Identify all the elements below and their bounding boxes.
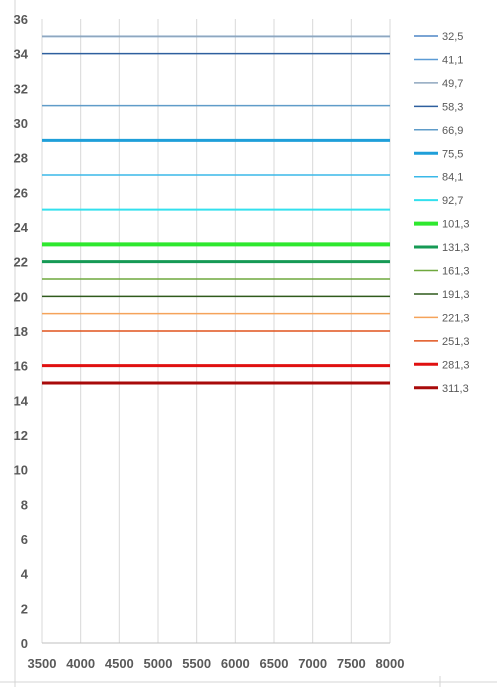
y-tick-label: 6 (21, 532, 28, 547)
legend-label: 221,3 (442, 312, 470, 324)
y-tick-label: 14 (14, 393, 29, 408)
y-tick-label: 28 (14, 151, 28, 166)
series-layer (42, 35, 390, 385)
legend-label: 84,1 (442, 172, 463, 184)
x-tick-label: 7500 (337, 656, 366, 671)
x-tick-label: 8000 (376, 656, 405, 671)
legend-label: 92,7 (442, 195, 463, 207)
x-tick-label: 4000 (66, 656, 95, 671)
legend-label: 66,9 (442, 125, 463, 137)
legend-label: 101,3 (442, 219, 470, 231)
y-tick-label: 22 (14, 255, 28, 270)
x-tick-label: 6000 (221, 656, 250, 671)
y-tick-label: 8 (21, 497, 28, 512)
x-tick-label: 4500 (105, 656, 134, 671)
y-tick-label: 30 (14, 116, 28, 131)
legend: 32,5 41,1 49,7 58,3 66,9 75,5 84,1 92,7 101,3 131… (414, 31, 470, 395)
y-tick-label: 18 (14, 324, 28, 339)
legend-label: 75,5 (442, 148, 463, 160)
x-tick-label: 7000 (298, 656, 327, 671)
legend-label: 49,7 (442, 78, 463, 90)
y-tick-label: 0 (21, 636, 28, 651)
y-tick-label: 4 (21, 567, 29, 582)
y-tick-label: 36 (14, 12, 28, 27)
y-tick-label: 32 (14, 81, 28, 96)
legend-label: 311,3 (442, 383, 469, 395)
y-tick-label: 20 (14, 289, 28, 304)
y-tick-label: 12 (14, 428, 28, 443)
legend-label: 58,3 (442, 101, 463, 113)
legend-label: 161,3 (442, 266, 470, 278)
y-tick-label: 2 (21, 601, 28, 616)
legend-label: 41,1 (442, 54, 463, 66)
y-tick-label: 24 (14, 220, 29, 235)
legend-label: 281,3 (442, 359, 470, 371)
x-tick-label: 5500 (182, 656, 211, 671)
y-tick-label: 10 (14, 463, 28, 478)
legend-label: 251,3 (442, 336, 470, 348)
x-axis: 3500 4000 4500 5000 5500 6000 6500 7000 7500 8000 (28, 656, 405, 671)
legend-label: 191,3 (442, 289, 470, 301)
y-tick-label: 16 (14, 359, 28, 374)
x-tick-label: 3500 (28, 656, 57, 671)
y-tick-label: 34 (14, 47, 29, 62)
x-tick-label: 5000 (144, 656, 173, 671)
legend-label: 131,3 (442, 242, 470, 254)
legend-label: 32,5 (442, 31, 463, 43)
y-tick-label: 26 (14, 185, 28, 200)
x-tick-label: 6500 (260, 656, 289, 671)
